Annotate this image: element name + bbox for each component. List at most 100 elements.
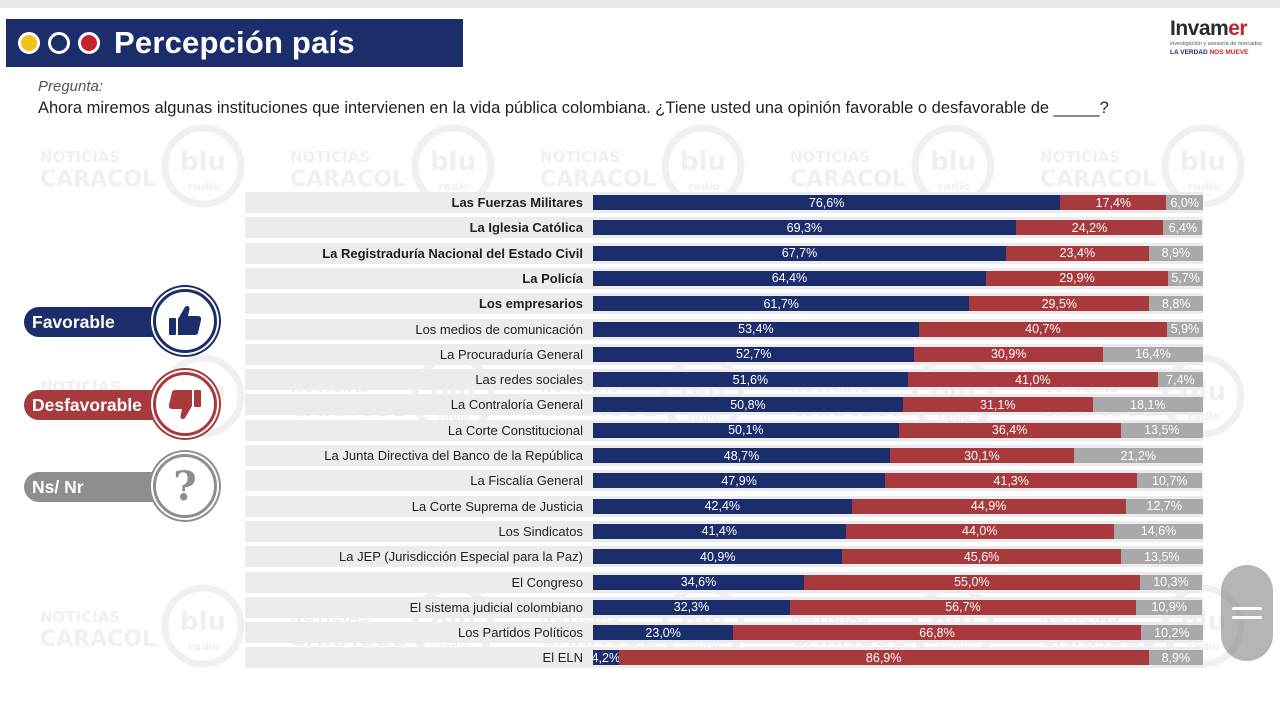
watermark-text: NOTICIAS <box>40 148 120 166</box>
bar-desfavorable: 24,2% <box>1015 220 1164 236</box>
thumbs-down-icon <box>168 390 201 420</box>
page-title: Percepción país <box>114 25 355 60</box>
category-label: La Registraduría Nacional del Estado Civ… <box>322 245 583 261</box>
blu-radio-watermark-icon <box>161 124 245 208</box>
watermark-text: NOTICIAS <box>1040 148 1120 166</box>
watermark-text: NOTICIAS <box>540 148 620 166</box>
bar-desfavorable: 86,9% <box>618 650 1149 666</box>
bar-desfavorable: 29,9% <box>985 270 1169 286</box>
stacked-bar-chart: Las Fuerzas Militares 76,6% 17,4% 6,0% La Ig… <box>245 192 1203 672</box>
watermark-text: CARACOL <box>40 167 156 192</box>
bar-favorable: 51,6% <box>593 372 908 388</box>
category-label: Los Sindicatos <box>498 523 583 539</box>
bar-favorable: 53,4% <box>593 321 919 337</box>
legend-nsnr-label: Ns/ Nr <box>32 476 84 497</box>
watermark-text: blu <box>1180 147 1226 177</box>
category-label: Los medios de comunicación <box>415 321 583 337</box>
watermark-text: CARACOL <box>790 167 906 192</box>
bar-nsnr: 10,2% <box>1140 625 1203 641</box>
watermark-text: blu <box>180 607 226 637</box>
category-label: La Corte Suprema de Justicia <box>411 498 583 514</box>
category-label: Los empresarios <box>478 296 583 312</box>
legend-desfavorable: Desfavorable <box>24 390 164 420</box>
bar-desfavorable: 31,1% <box>902 397 1093 413</box>
question-mark-icon: ? <box>173 462 197 510</box>
top-rule <box>0 0 1280 8</box>
bar-desfavorable: 29,5% <box>969 296 1150 312</box>
floating-menu-button[interactable] <box>1221 565 1273 661</box>
category-label: La Iglesia Católica <box>469 220 583 236</box>
bar-favorable: 34,6% <box>593 574 805 590</box>
category-label: El sistema judicial colombiano <box>409 599 583 615</box>
title-bar: Percepción país <box>6 19 463 67</box>
thumbs-up-icon <box>169 305 202 335</box>
category-label: La Corte Constitucional <box>447 422 583 438</box>
bar-favorable: 41,4% <box>593 523 846 539</box>
bar-favorable: 76,6% <box>593 195 1061 210</box>
category-label: El ELN <box>542 650 583 666</box>
bar-desfavorable: 36,4% <box>898 422 1121 438</box>
watermark-text: blu <box>680 147 726 177</box>
logo-subtitle: investigación y asesoría de mercados <box>1170 41 1263 47</box>
bar-nsnr: 18,1% <box>1092 397 1203 413</box>
blue-dot-icon <box>48 32 70 54</box>
bar-desfavorable: 17,4% <box>1060 195 1167 210</box>
bar-desfavorable: 40,7% <box>918 321 1167 337</box>
watermark-text: radio <box>188 180 220 193</box>
yellow-dot-icon <box>18 32 40 54</box>
logo-tag-a: LA VERDAD <box>1170 49 1210 56</box>
category-label: La JEP (Jurisdicción Especial para la Pa… <box>339 549 583 565</box>
bar-favorable: 32,3% <box>593 599 791 615</box>
bar-favorable: 40,9% <box>593 549 843 565</box>
bar-favorable: 61,7% <box>593 296 970 312</box>
watermark-text: NOTICIAS <box>40 608 120 626</box>
bar-nsnr: 5,9% <box>1167 321 1203 337</box>
bar-desfavorable: 30,9% <box>914 346 1103 362</box>
watermark-text: CARACOL <box>40 627 156 652</box>
watermark-text: NOTICIAS <box>790 148 870 166</box>
bar-desfavorable: 41,3% <box>885 473 1138 489</box>
bar-nsnr: 21,2% <box>1073 448 1203 463</box>
bar-favorable: 48,7% <box>593 448 891 463</box>
bar-desfavorable: 23,4% <box>1005 245 1149 261</box>
watermark-text: blu <box>180 147 226 177</box>
legend-favorable: Favorable <box>24 307 164 337</box>
bar-nsnr: 16,4% <box>1102 346 1203 362</box>
bar-desfavorable: 41,0% <box>907 372 1158 388</box>
bar-favorable: 42,4% <box>593 498 852 514</box>
legend-desfavorable-badge <box>153 372 217 436</box>
bar-nsnr: 13,5% <box>1120 549 1203 565</box>
bar-nsnr: 7,4% <box>1157 372 1203 388</box>
legend-favorable-label: Favorable <box>32 311 115 332</box>
bar-nsnr: 8,9% <box>1148 245 1203 261</box>
bar-nsnr: 6,4% <box>1163 220 1203 236</box>
question-text: Ahora miremos algunas instituciones que … <box>38 99 1109 117</box>
legend-desfavorable-label: Desfavorable <box>32 394 142 415</box>
bar-nsnr: 12,7% <box>1125 498 1203 514</box>
bar-desfavorable: 45,6% <box>842 549 1121 565</box>
watermark-text: NOTICIAS <box>290 148 370 166</box>
bar-nsnr: 10,7% <box>1137 473 1203 489</box>
bar-nsnr: 10,9% <box>1135 599 1203 615</box>
blu-radio-watermark-icon <box>161 584 245 668</box>
bar-nsnr: 8,8% <box>1149 296 1203 312</box>
bar-nsnr: 6,0% <box>1166 195 1203 210</box>
logo-word: Invamer <box>1170 18 1266 40</box>
category-label: Las redes sociales <box>475 372 583 388</box>
bar-favorable: 67,7% <box>593 245 1006 261</box>
bar-favorable: 23,0% <box>593 625 734 641</box>
invamer-logo: Invamer investigación y asesoría de merc… <box>1170 18 1266 68</box>
legend-nsnr-badge: ? <box>153 454 217 518</box>
watermark-text: blu <box>930 147 976 177</box>
red-dot-icon <box>78 32 100 54</box>
bar-nsnr: 14,6% <box>1113 523 1203 539</box>
menu-line-icon <box>1232 607 1262 610</box>
watermark-text: CARACOL <box>1040 167 1156 192</box>
bar-favorable: 69,3% <box>593 220 1016 236</box>
bar-desfavorable: 56,7% <box>790 599 1136 615</box>
legend-favorable-badge <box>153 289 217 353</box>
bar-desfavorable: 30,1% <box>890 448 1074 463</box>
category-label: Las Fuerzas Militares <box>451 195 584 210</box>
logo-tag-b: NOS MUEVE <box>1209 49 1249 56</box>
category-label: La Fiscalía General <box>470 473 583 489</box>
